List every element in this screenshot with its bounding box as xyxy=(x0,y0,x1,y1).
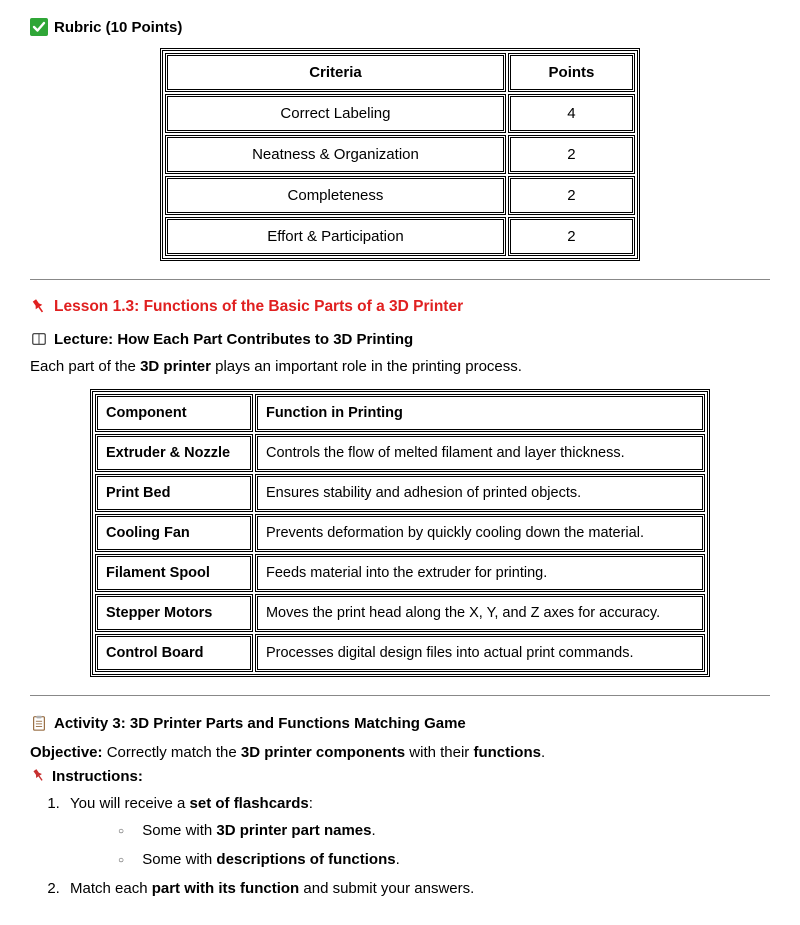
check-icon xyxy=(30,18,48,36)
instructions-list: You will receive a set of flashcards: So… xyxy=(64,795,770,897)
table-row: Correct Labeling 4 xyxy=(165,94,635,133)
table-header-row: Criteria Points xyxy=(165,53,635,92)
func-header-function: Function in Printing xyxy=(255,394,705,432)
table-row: Cooling Fan Prevents deformation by quic… xyxy=(95,514,705,552)
sub-list: Some with 3D printer part names. Some wi… xyxy=(118,822,770,868)
activity-objective: Objective: Correctly match the 3D printe… xyxy=(30,744,770,761)
list-item: Match each part with its function and su… xyxy=(64,880,770,897)
rubric-table: Criteria Points Correct Labeling 4 Neatn… xyxy=(160,48,640,261)
lesson-title: Lesson 1.3: Functions of the Basic Parts… xyxy=(30,298,770,316)
table-header-row: Component Function in Printing xyxy=(95,394,705,432)
table-row: Completeness 2 xyxy=(165,176,635,215)
func-header-component: Component xyxy=(95,394,253,432)
table-row: Extruder & Nozzle Controls the flow of m… xyxy=(95,434,705,472)
instructions-heading: Instructions: xyxy=(30,767,770,785)
lesson-intro: Each part of the 3D printer plays an imp… xyxy=(30,358,770,375)
activity-heading-text: Activity 3: 3D Printer Parts and Functio… xyxy=(54,715,466,732)
table-row: Stepper Motors Moves the print head alon… xyxy=(95,594,705,632)
rubric-heading: Rubric (10 Points) xyxy=(30,18,770,36)
instructions-label: Instructions: xyxy=(52,768,143,785)
rubric-header-criteria: Criteria xyxy=(165,53,506,92)
clipboard-icon xyxy=(30,714,48,732)
list-item: Some with descriptions of functions. xyxy=(118,851,770,868)
divider xyxy=(30,279,770,280)
book-icon xyxy=(30,330,48,348)
table-row: Filament Spool Feeds material into the e… xyxy=(95,554,705,592)
table-row: Effort & Participation 2 xyxy=(165,217,635,256)
pushpin-icon xyxy=(30,767,48,785)
lesson-title-text: Lesson 1.3: Functions of the Basic Parts… xyxy=(54,298,463,316)
lecture-heading: Lecture: How Each Part Contributes to 3D… xyxy=(30,330,770,348)
list-item: Some with 3D printer part names. xyxy=(118,822,770,839)
table-row: Control Board Processes digital design f… xyxy=(95,634,705,672)
table-row: Print Bed Ensures stability and adhesion… xyxy=(95,474,705,512)
rubric-header-points: Points xyxy=(508,53,635,92)
table-row: Neatness & Organization 2 xyxy=(165,135,635,174)
list-item: You will receive a set of flashcards: So… xyxy=(64,795,770,868)
activity-heading: Activity 3: 3D Printer Parts and Functio… xyxy=(30,714,770,732)
divider xyxy=(30,695,770,696)
pushpin-icon xyxy=(30,298,48,316)
lecture-heading-text: Lecture: How Each Part Contributes to 3D… xyxy=(54,331,413,348)
functions-table: Component Function in Printing Extruder … xyxy=(90,389,710,677)
rubric-heading-text: Rubric (10 Points) xyxy=(54,19,182,36)
